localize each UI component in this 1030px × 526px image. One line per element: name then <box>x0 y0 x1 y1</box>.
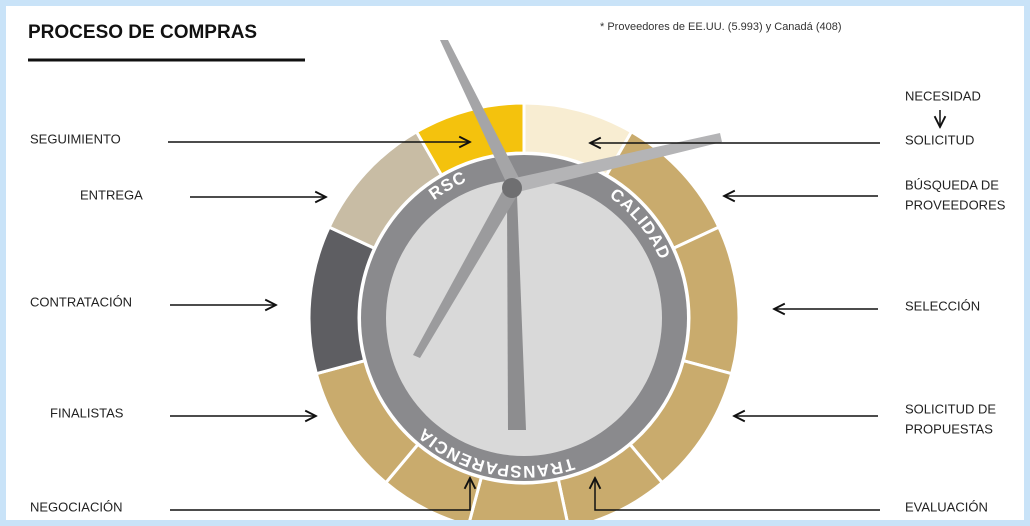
segment <box>468 477 568 526</box>
hub <box>502 178 522 198</box>
step-label: EVALUACIÓN <box>905 499 988 514</box>
step-label: PROPUESTAS <box>905 421 993 436</box>
diagram: PROCESO DE COMPRAS * Proveedores de EE.U… <box>0 0 1030 526</box>
step-label: PROVEEDORES <box>905 197 1006 212</box>
step-label: ENTREGA <box>80 187 143 202</box>
step-label: SELECCIÓN <box>905 298 980 313</box>
note: * Proveedores de EE.UU. (5.993) y Canadá… <box>600 21 842 33</box>
step-label: CONTRATACIÓN <box>30 294 132 309</box>
step-label: NECESIDAD <box>905 88 981 103</box>
step-label: BÚSQUEDA DE <box>905 177 999 192</box>
step-label: NEGOCIACIÓN <box>30 499 122 514</box>
step-label: SEGUIMIENTO <box>30 131 121 146</box>
step-label: SOLICITUD <box>905 132 974 147</box>
title: PROCESO DE COMPRAS <box>28 22 257 43</box>
step-label: SOLICITUD DE <box>905 401 996 416</box>
step-label: FINALISTAS <box>50 405 124 420</box>
